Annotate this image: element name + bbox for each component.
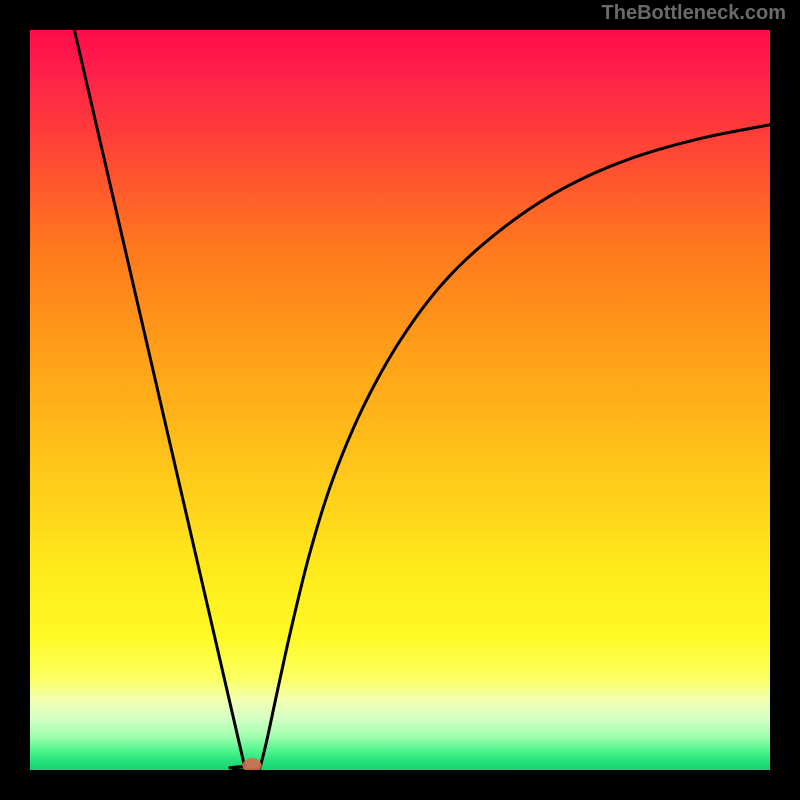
chart-container: TheBottleneck.com (0, 0, 800, 800)
gradient-background (30, 30, 770, 770)
watermark-text: TheBottleneck.com (602, 2, 786, 25)
plot-area (30, 30, 770, 770)
